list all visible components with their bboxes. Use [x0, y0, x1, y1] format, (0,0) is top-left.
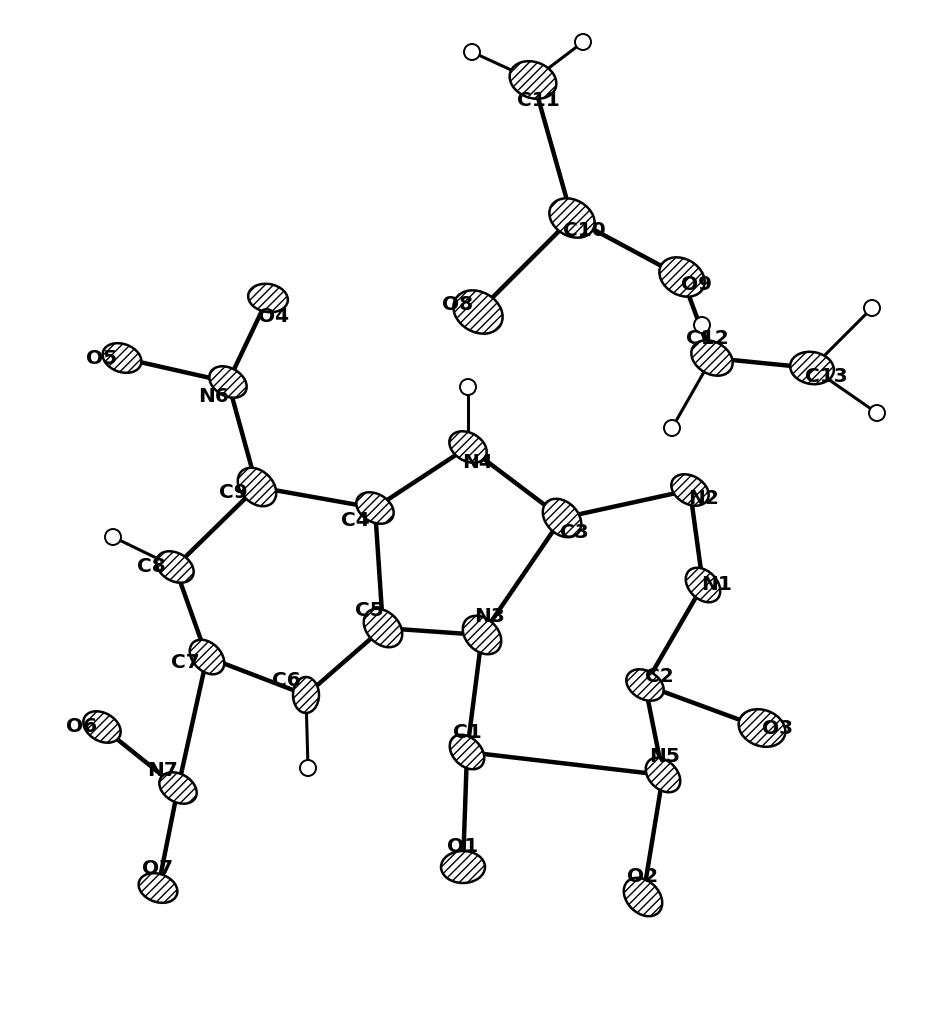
Text: N5: N5 — [649, 747, 680, 767]
Text: O7: O7 — [143, 858, 174, 878]
Text: C10: C10 — [563, 220, 606, 240]
Ellipse shape — [672, 474, 709, 505]
Text: O6: O6 — [66, 717, 98, 737]
Text: O4: O4 — [258, 307, 289, 325]
Ellipse shape — [160, 773, 197, 804]
Text: N4: N4 — [463, 454, 494, 472]
Ellipse shape — [453, 290, 503, 333]
Text: O1: O1 — [448, 838, 479, 856]
Circle shape — [694, 317, 710, 333]
Circle shape — [105, 529, 121, 545]
Ellipse shape — [450, 735, 484, 770]
Ellipse shape — [209, 366, 246, 398]
Text: C1: C1 — [453, 722, 481, 742]
Text: C3: C3 — [560, 523, 589, 541]
Ellipse shape — [293, 677, 319, 713]
Text: N7: N7 — [147, 761, 178, 781]
Ellipse shape — [356, 492, 394, 524]
Ellipse shape — [626, 669, 663, 701]
Ellipse shape — [189, 640, 224, 674]
Text: C4: C4 — [341, 510, 369, 530]
Text: C2: C2 — [645, 668, 674, 686]
Text: N2: N2 — [689, 489, 719, 507]
Ellipse shape — [103, 344, 142, 372]
Text: O5: O5 — [87, 349, 118, 367]
Text: N1: N1 — [702, 575, 732, 595]
Ellipse shape — [624, 878, 662, 916]
Circle shape — [664, 420, 680, 436]
Ellipse shape — [441, 851, 485, 883]
Ellipse shape — [550, 199, 594, 238]
Text: C5: C5 — [355, 601, 383, 619]
Text: O8: O8 — [442, 294, 474, 314]
Ellipse shape — [660, 257, 704, 296]
Ellipse shape — [83, 711, 120, 743]
Ellipse shape — [646, 757, 680, 792]
Ellipse shape — [686, 568, 720, 602]
Ellipse shape — [157, 552, 194, 582]
Text: C11: C11 — [517, 91, 560, 109]
Text: O9: O9 — [681, 276, 713, 294]
Text: C12: C12 — [686, 328, 729, 348]
Circle shape — [300, 760, 316, 776]
Text: N6: N6 — [199, 388, 230, 406]
Text: O2: O2 — [627, 867, 659, 887]
Ellipse shape — [238, 468, 276, 506]
Ellipse shape — [691, 341, 732, 376]
Ellipse shape — [463, 615, 501, 654]
Circle shape — [864, 300, 880, 316]
Text: N3: N3 — [475, 607, 506, 627]
Ellipse shape — [364, 609, 402, 647]
Ellipse shape — [248, 284, 288, 312]
Circle shape — [464, 44, 480, 60]
Text: C8: C8 — [136, 558, 165, 576]
Text: C6: C6 — [272, 671, 300, 689]
Text: O3: O3 — [762, 718, 794, 738]
Text: C9: C9 — [218, 483, 247, 501]
Ellipse shape — [790, 352, 834, 384]
Ellipse shape — [543, 499, 581, 537]
Text: C13: C13 — [804, 366, 847, 386]
Ellipse shape — [139, 874, 177, 902]
Ellipse shape — [450, 431, 487, 463]
Ellipse shape — [509, 61, 556, 99]
Ellipse shape — [739, 709, 786, 747]
Text: C7: C7 — [171, 652, 200, 672]
Circle shape — [869, 405, 885, 421]
Circle shape — [575, 34, 591, 50]
Circle shape — [460, 379, 476, 395]
